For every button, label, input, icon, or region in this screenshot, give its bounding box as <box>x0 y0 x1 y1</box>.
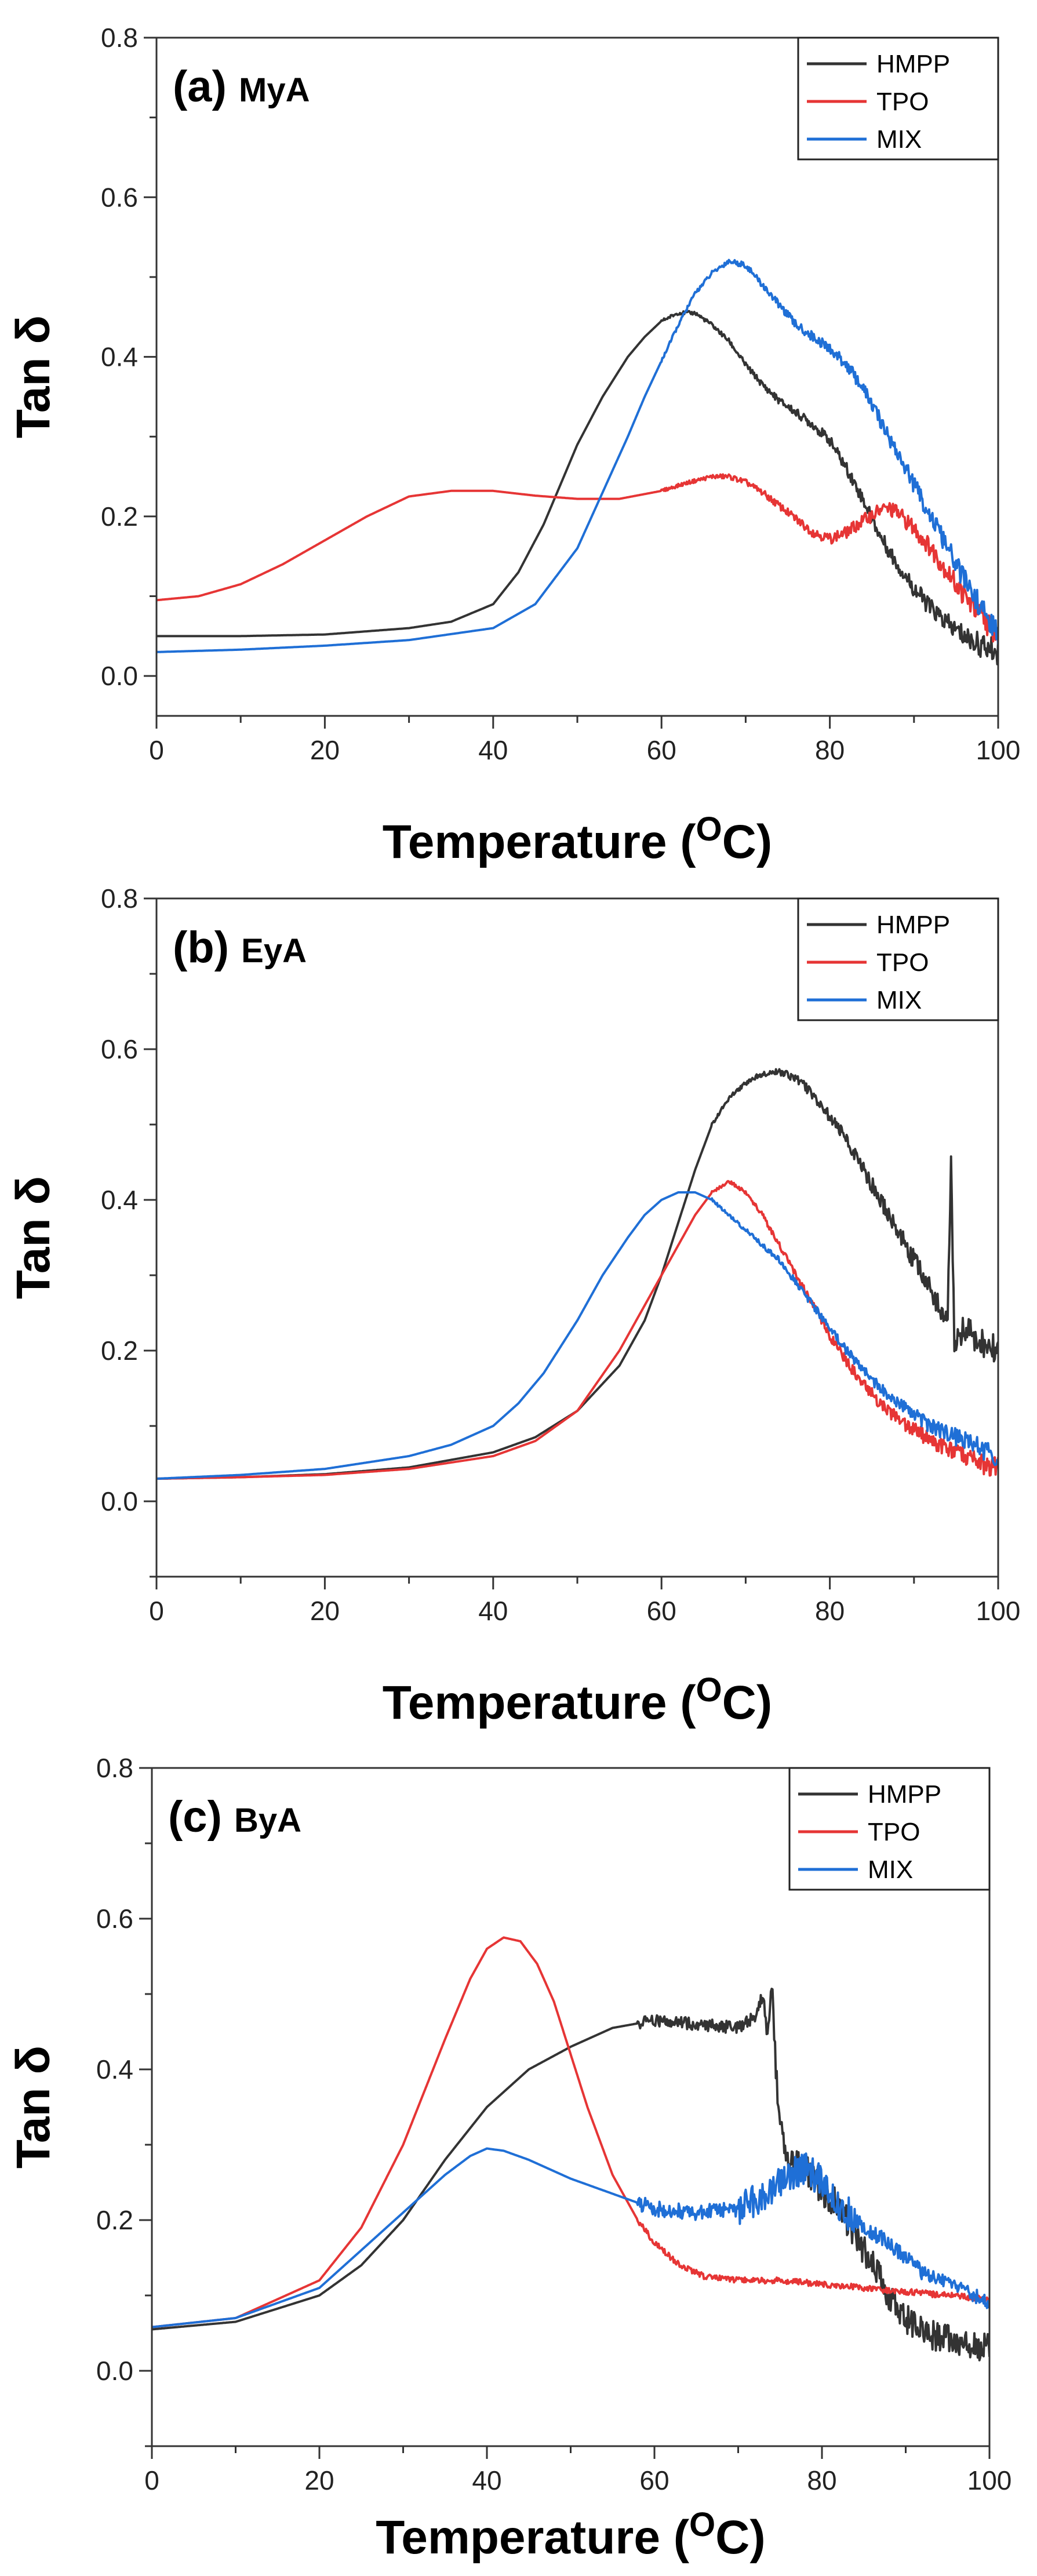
x-tick-label: 20 <box>310 735 340 765</box>
series-line-mix <box>152 2147 989 2328</box>
legend-label-mix: MIX <box>868 1855 913 1884</box>
y-tick-label: 0.2 <box>96 2205 133 2235</box>
x-tick-label: 20 <box>310 1596 340 1626</box>
y-tick-label: 0.8 <box>101 883 138 914</box>
panel-label: (c) ByA <box>168 1792 301 1842</box>
x-tick-label: 0 <box>149 1596 164 1626</box>
legend-label-tpo: TPO <box>868 1818 920 1846</box>
series-line-tpo <box>157 473 998 643</box>
x-tick-label: 0 <box>144 2465 159 2495</box>
series-line-tpo <box>152 1936 989 2328</box>
legend-label-tpo: TPO <box>876 948 929 977</box>
x-axis-title: Temperature (OC) <box>383 1671 772 1729</box>
x-axis-title: Temperature (OC) <box>383 810 772 868</box>
y-tick-label: 0.2 <box>101 501 138 532</box>
panel-label: (b) EyA <box>173 923 307 972</box>
legend: HMPP TPO MIX <box>797 37 999 161</box>
legend-label-mix: MIX <box>876 986 922 1014</box>
series-line-mix <box>157 259 998 653</box>
panel-2: 0 20 40 60 80 100 0.0 0.2 0.4 0.6 0.8 Tan δ Temperat… <box>7 883 1020 1729</box>
x-tick-label: 60 <box>639 2465 669 2495</box>
series-line-tpo <box>157 1180 998 1480</box>
series-line-mix <box>157 1191 998 1480</box>
legend-label-hmpp: HMPP <box>876 50 950 78</box>
series-line-hmpp <box>157 310 998 665</box>
x-tick-label: 20 <box>304 2465 334 2495</box>
y-tick-label: 0.8 <box>96 1753 133 1783</box>
legend: HMPP TPO MIX <box>788 1767 991 1891</box>
y-axis-title: Tan δ <box>7 315 60 438</box>
y-tick-label: 0.0 <box>101 661 138 691</box>
panel-1: 0 20 40 60 80 100 0.0 0.2 0.4 0.6 0.8 Tan δ Temperat… <box>7 23 1020 868</box>
x-tick-label: 0 <box>149 735 164 765</box>
y-axis-title: Tan δ <box>7 2046 60 2169</box>
legend: HMPP TPO MIX <box>797 897 999 1021</box>
x-tick-label: 60 <box>647 1596 676 1626</box>
x-tick-label: 100 <box>967 2465 1012 2495</box>
x-tick-label: 100 <box>976 735 1021 765</box>
y-tick-label: 0.2 <box>101 1336 138 1366</box>
y-tick-label: 0.4 <box>96 2054 133 2084</box>
x-tick-label: 60 <box>647 735 676 765</box>
series-line-hmpp <box>157 1068 998 1480</box>
x-tick-label: 40 <box>472 2465 501 2495</box>
y-tick-label: 0.6 <box>96 1904 133 1934</box>
x-axis-title: Temperature (OC) <box>376 2506 765 2564</box>
x-tick-label: 40 <box>478 735 508 765</box>
y-tick-label: 0.4 <box>101 342 138 372</box>
x-tick-label: 80 <box>807 2465 836 2495</box>
y-axis-title: Tan δ <box>7 1176 60 1299</box>
legend-label-mix: MIX <box>876 125 922 154</box>
legend-label-tpo: TPO <box>876 88 929 116</box>
series-line-hmpp <box>152 1988 989 2362</box>
legend-label-hmpp: HMPP <box>868 1780 941 1809</box>
y-tick-label: 0.4 <box>101 1185 138 1215</box>
panel-label: (a) MyA <box>173 62 310 111</box>
x-tick-label: 80 <box>815 735 845 765</box>
x-tick-label: 100 <box>976 1596 1021 1626</box>
x-tick-label: 40 <box>478 1596 508 1626</box>
legend-label-hmpp: HMPP <box>876 911 950 939</box>
x-tick-label: 80 <box>815 1596 845 1626</box>
y-tick-label: 0.8 <box>101 23 138 53</box>
y-tick-label: 0.0 <box>96 2356 133 2386</box>
y-tick-label: 0.6 <box>101 1034 138 1064</box>
legend-box <box>797 37 999 161</box>
y-tick-label: 0.0 <box>101 1486 138 1516</box>
panel-3: 0 20 40 60 80 100 0.0 0.2 0.4 0.6 0.8 Tan δ Temperat… <box>7 1753 1011 2564</box>
y-tick-label: 0.6 <box>101 182 138 212</box>
